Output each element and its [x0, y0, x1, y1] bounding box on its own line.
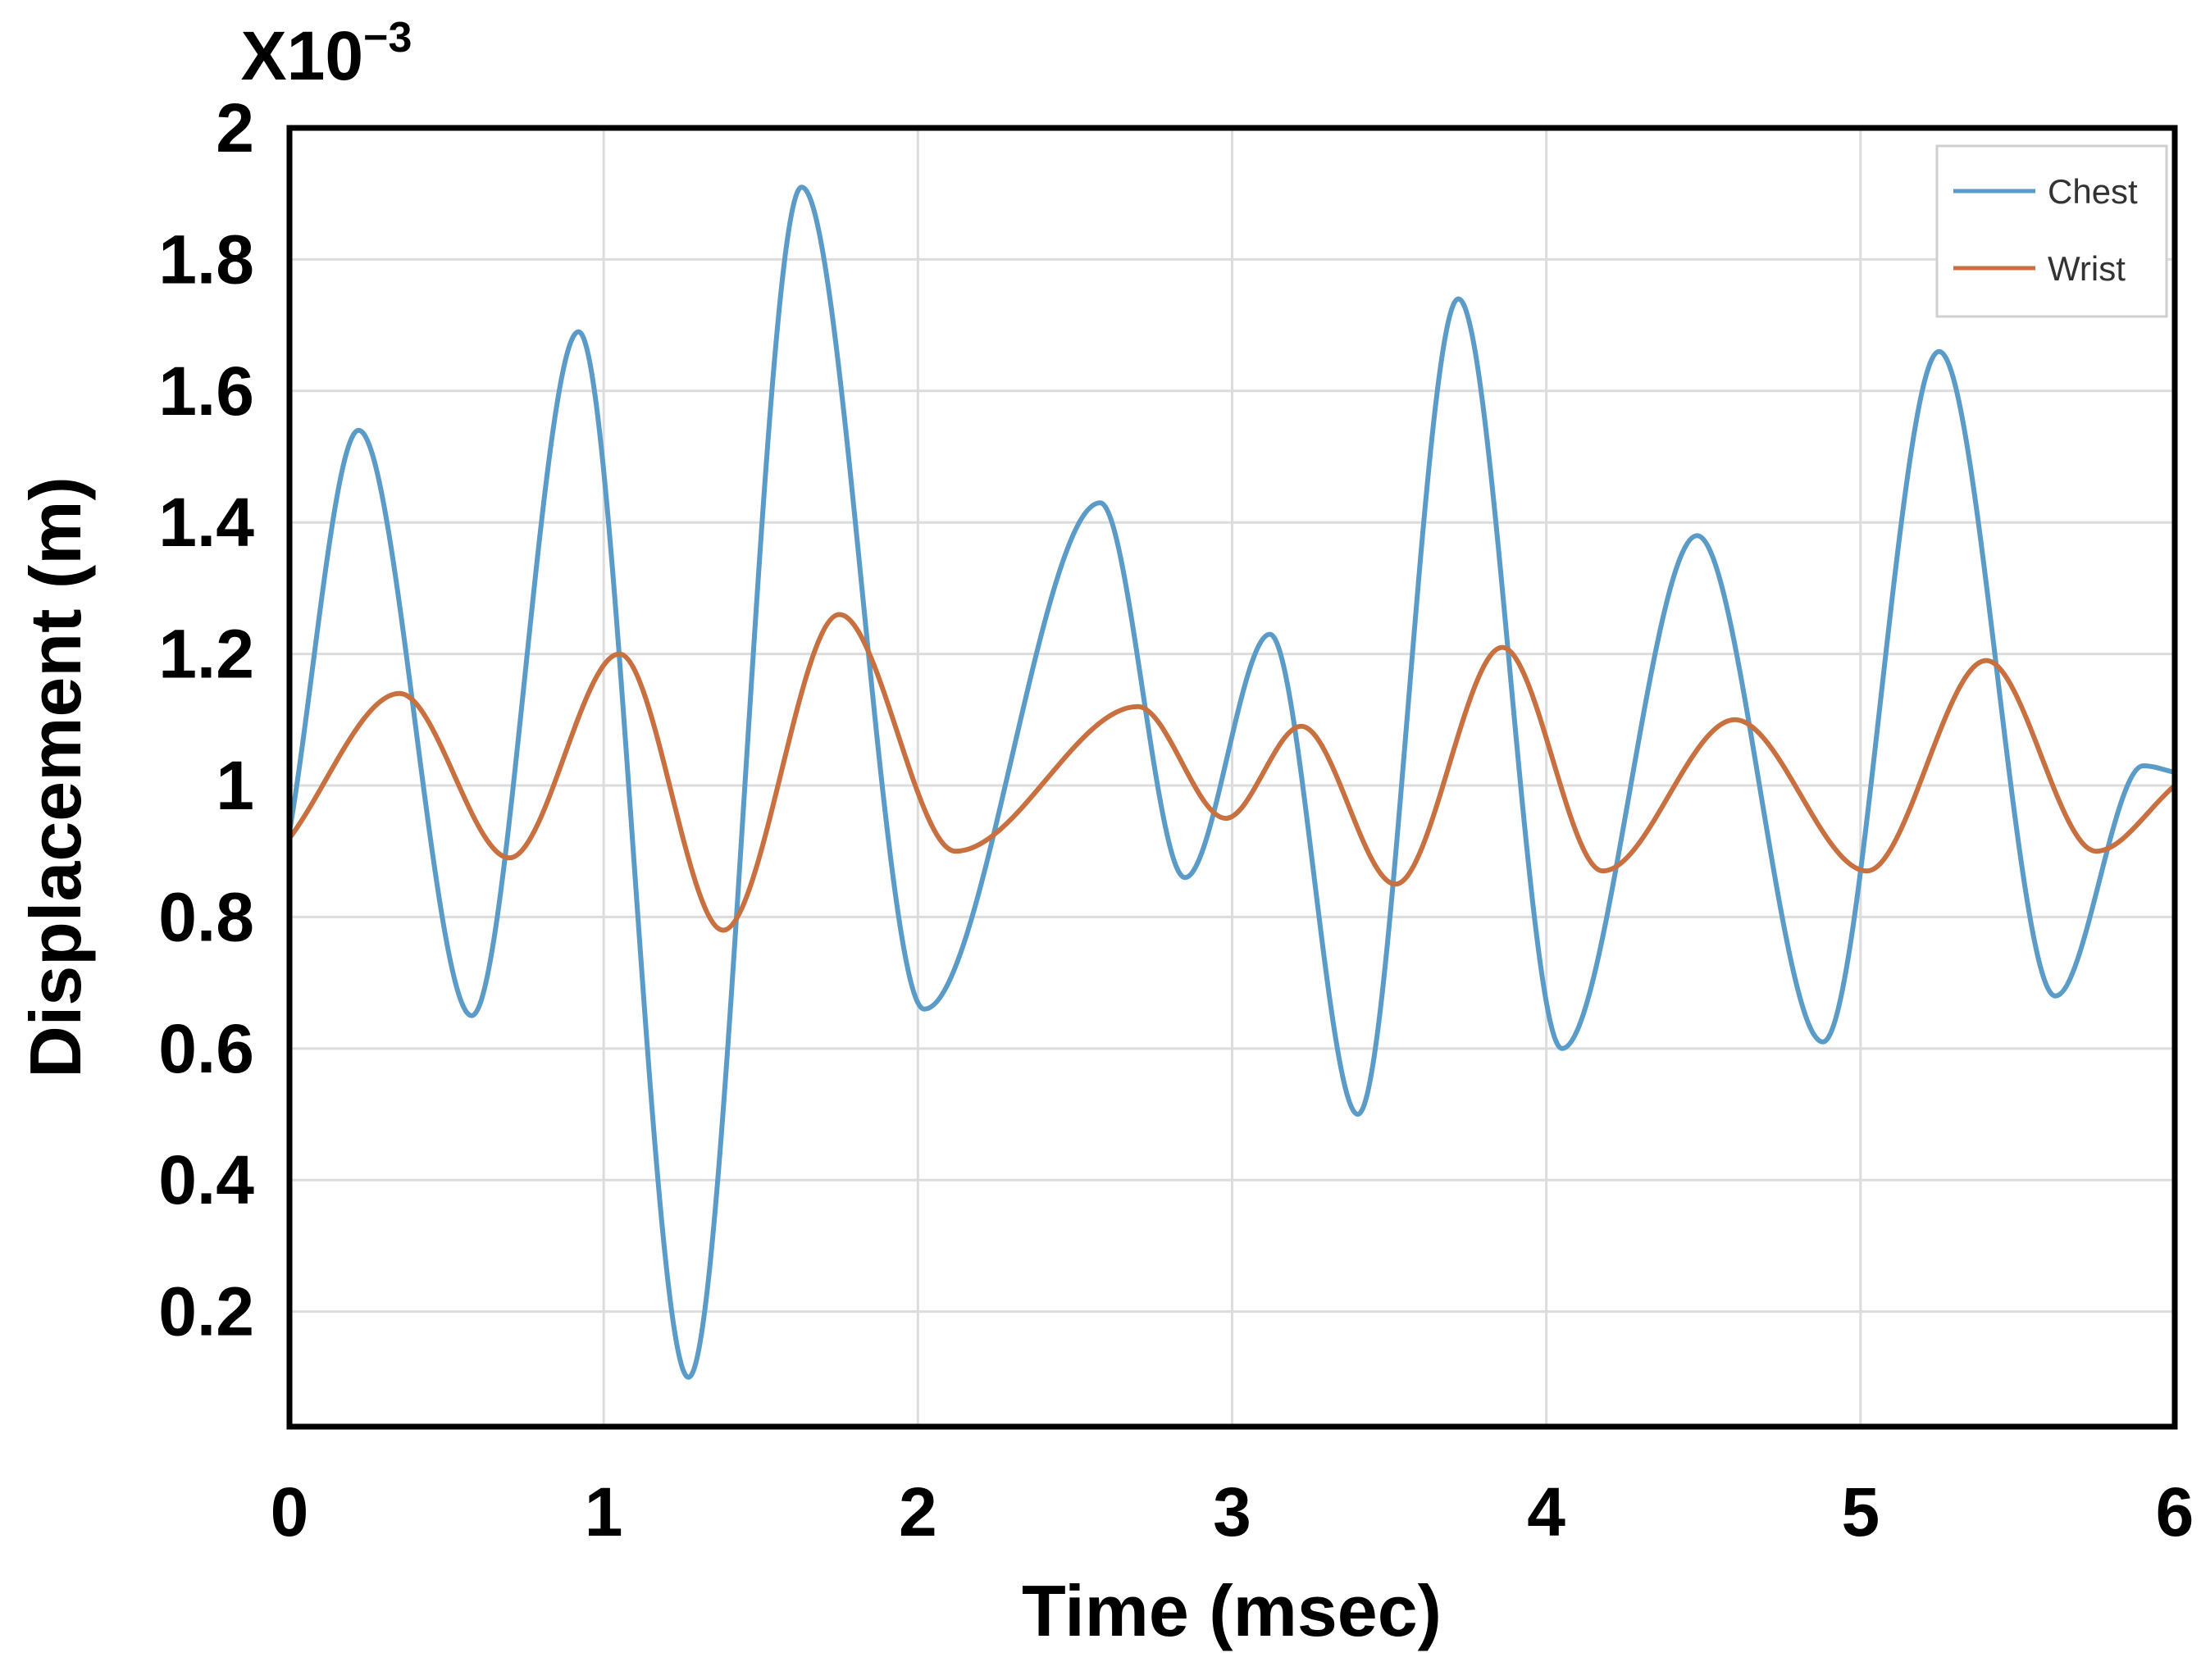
x-tick-label: 0 [271, 1473, 309, 1550]
y-tick-label: 1.2 [158, 616, 254, 693]
grid [289, 128, 2175, 1427]
y-tick-label: 0.2 [158, 1273, 254, 1350]
y-tick-label: 2 [216, 89, 254, 166]
x-axis-label: Time (msec) [1022, 1570, 1442, 1651]
y-tick-label: 0.8 [158, 878, 254, 955]
x-tick-labels: 0 1 2 3 4 5 6 [271, 1473, 2194, 1550]
y-tick-labels: 2 1.8 1.6 1.4 1.2 1 0.8 0.6 0.4 0.2 [158, 89, 254, 1350]
x-tick-label: 4 [1527, 1473, 1565, 1550]
x-tick-label: 2 [899, 1473, 937, 1550]
legend: Chest Wrist [1935, 144, 2168, 318]
legend-label-chest: Chest [2048, 172, 2138, 211]
x-tick-label: 5 [1841, 1473, 1880, 1550]
legend-box [1935, 144, 2168, 318]
y-tick-label: 1.8 [158, 221, 254, 298]
y-tick-label: 1 [216, 747, 254, 824]
y-tick-label: 0.4 [158, 1141, 254, 1218]
x-tick-label: 1 [585, 1473, 623, 1550]
x-tick-label: 6 [2156, 1473, 2194, 1550]
series-line-chest [287, 184, 2177, 1380]
series-line-wrist [287, 612, 2177, 933]
series-lines [287, 184, 2177, 1380]
plot-frame [286, 125, 2178, 1430]
y-axis-label: Displacement (m) [15, 476, 96, 1078]
y-multiplier: X10−3 [241, 14, 412, 94]
y-tick-label: 0.6 [158, 1010, 254, 1087]
y-multiplier-exponent: −3 [363, 14, 412, 61]
y-tick-label: 1.4 [158, 484, 254, 561]
legend-label-wrist: Wrist [2048, 249, 2126, 288]
y-multiplier-base: X10 [241, 17, 363, 94]
x-tick-label: 3 [1213, 1473, 1251, 1550]
y-tick-label: 1.6 [158, 353, 254, 430]
